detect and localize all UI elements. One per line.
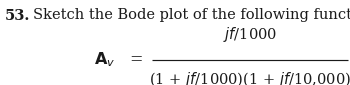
Text: $\mathbf{A}_{\mathit{v}}$: $\mathbf{A}_{\mathit{v}}$ (94, 50, 116, 69)
Text: 53.: 53. (5, 8, 31, 23)
Text: Sketch the Bode plot of the following function:: Sketch the Bode plot of the following fu… (33, 8, 350, 23)
Text: =: = (130, 51, 143, 68)
Text: $\mathit{jf}$/1000: $\mathit{jf}$/1000 (223, 24, 277, 44)
Text: (1 + $\mathit{jf}$/1000)(1 + $\mathit{jf}$/10,000): (1 + $\mathit{jf}$/1000)(1 + $\mathit{jf… (149, 70, 350, 85)
